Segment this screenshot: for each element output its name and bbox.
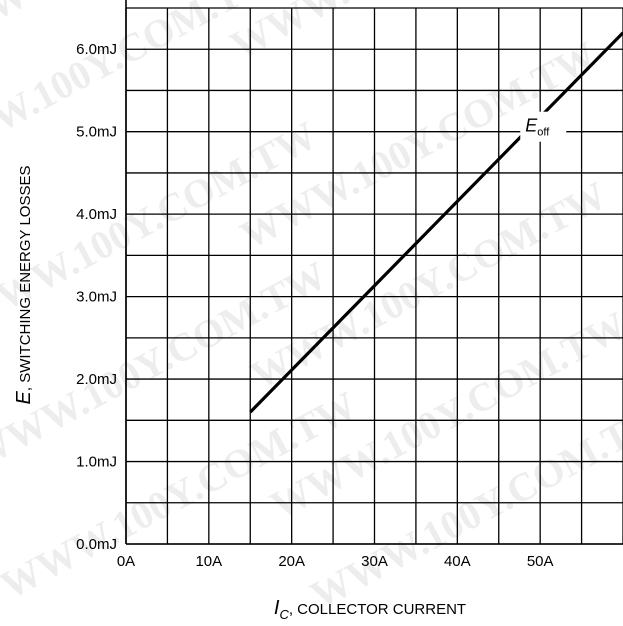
y-tick-label: 0.0mJ: [76, 536, 117, 553]
grid: [125, 0, 623, 545]
x-tick-label: 40A: [444, 553, 471, 570]
y-tick-label: 2.0mJ: [76, 371, 117, 388]
x-tick-label: 20A: [278, 553, 305, 570]
tick-labels: 0A 10A 20A 30A 40A 50A 0.0mJ 1.0mJ 2.0mJ 3.0mJ 4.0…: [76, 41, 553, 570]
x-tick-label: 50A: [527, 553, 554, 570]
x-tick-label: 0A: [117, 553, 135, 570]
x-tick-label: 30A: [361, 553, 388, 570]
y-tick-label: 4.0mJ: [76, 206, 117, 223]
series-line-eoff: [249, 31, 623, 414]
series-label-bg: [520, 111, 567, 142]
y-tick-label: 3.0mJ: [76, 289, 117, 306]
y-tick-label: 1.0mJ: [76, 454, 117, 471]
series-layer: Eoff: [249, 31, 623, 414]
x-axis-title: IC, COLLECTOR CURRENT: [274, 597, 466, 622]
y-axis-title: E, SWITCHING ENERGY LOSSES: [13, 166, 35, 405]
y-tick-label: 5.0mJ: [76, 124, 117, 141]
y-tick-label: 6.0mJ: [76, 41, 117, 58]
x-tick-label: 10A: [195, 553, 222, 570]
series-label-eoff: Eoff: [525, 116, 550, 139]
